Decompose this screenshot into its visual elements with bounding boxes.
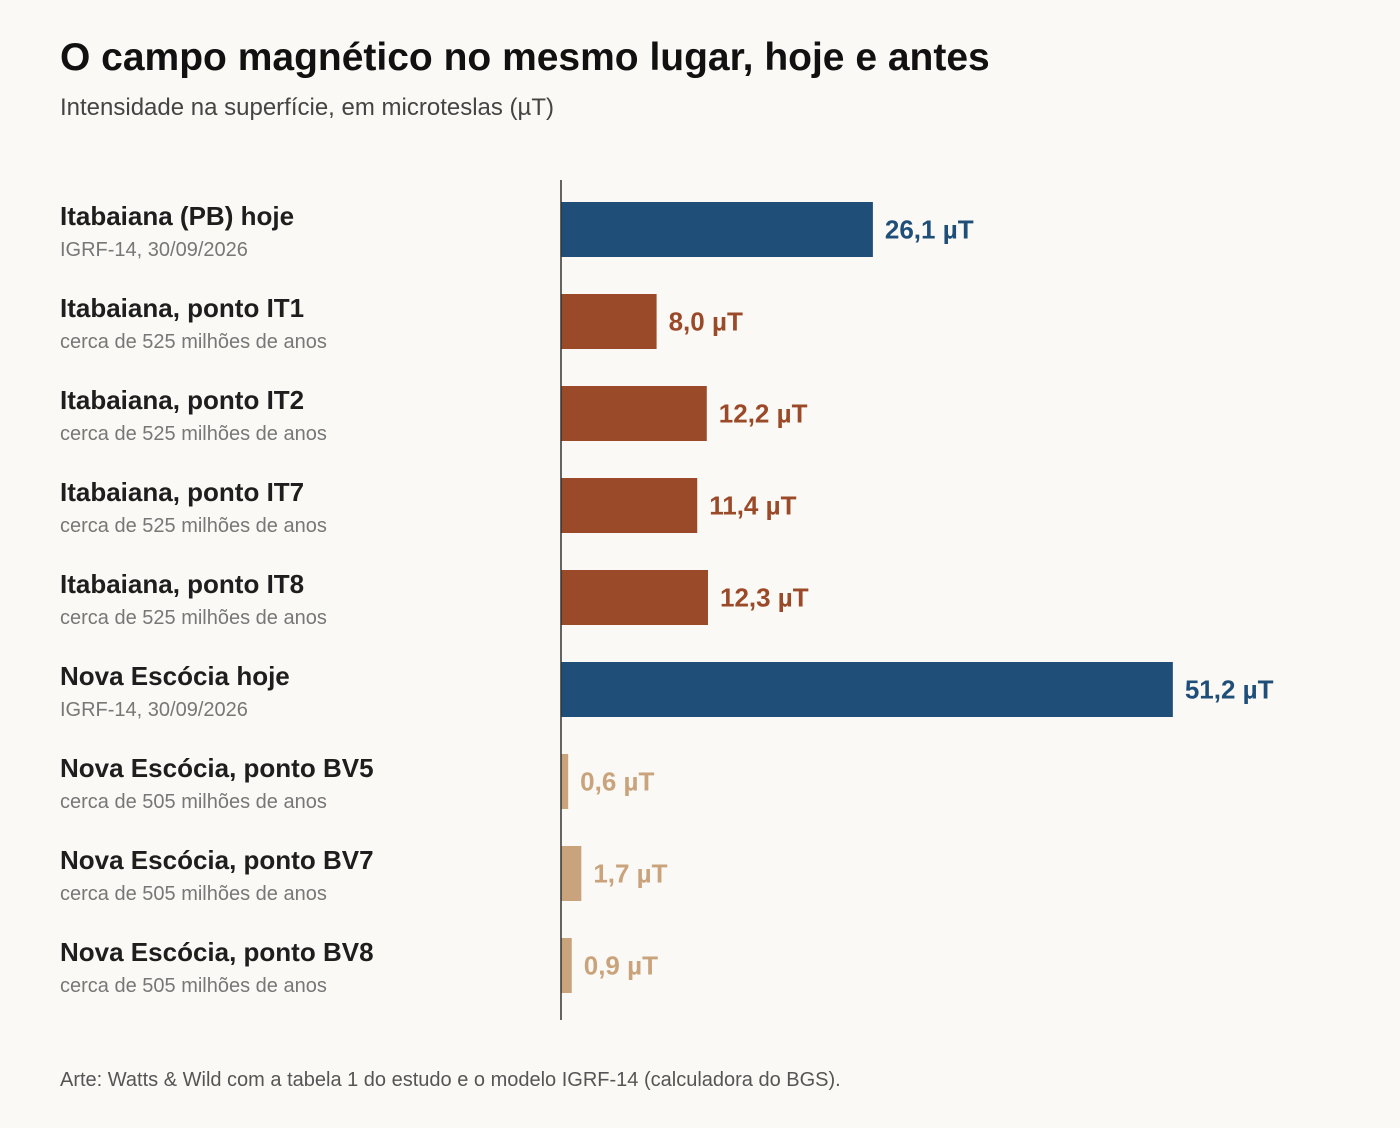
bar xyxy=(561,846,582,901)
bar-row: Nova Escócia, ponto BV8 cerca de 505 milh… xyxy=(60,937,658,997)
bar-row: Itabaiana, ponto IT1 cerca de 525 milhões… xyxy=(60,293,743,353)
bar-row: Nova Escócia hoje IGRF-14, 30/09/2026 51,2… xyxy=(60,661,1274,721)
category-sublabel: cerca de 525 milhões de anos xyxy=(60,331,327,353)
bar xyxy=(561,478,698,533)
bar-row: Itabaiana (PB) hoje IGRF-14, 30/09/2026 26… xyxy=(60,201,974,261)
category-label: Itabaiana, ponto IT8 xyxy=(60,569,304,599)
category-sublabel: cerca de 505 milhões de anos xyxy=(60,883,327,905)
category-sublabel: IGRF-14, 30/09/2026 xyxy=(60,239,248,261)
bar xyxy=(561,662,1173,717)
value-label: 0,6 µT xyxy=(580,767,654,797)
bar xyxy=(561,938,572,993)
bar xyxy=(561,570,708,625)
value-label: 51,2 µT xyxy=(1185,675,1274,705)
category-sublabel: cerca de 505 milhões de anos xyxy=(60,791,327,813)
bar-row: Nova Escócia, ponto BV7 cerca de 505 milh… xyxy=(60,845,668,905)
category-sublabel: IGRF-14, 30/09/2026 xyxy=(60,699,248,721)
value-label: 26,1 µT xyxy=(885,215,974,245)
source-note: Arte: Watts & Wild com a tabela 1 do est… xyxy=(60,1069,841,1091)
bar-row: Itabaiana, ponto IT7 cerca de 525 milhões… xyxy=(60,477,797,537)
bar-row: Itabaiana, ponto IT2 cerca de 525 milhões… xyxy=(60,385,808,445)
bar-row: Itabaiana, ponto IT8 cerca de 525 milhões… xyxy=(60,569,809,629)
value-label: 11,4 µT xyxy=(709,491,796,521)
value-label: 12,2 µT xyxy=(719,399,808,429)
category-sublabel: cerca de 505 milhões de anos xyxy=(60,975,327,997)
category-label: Itabaiana, ponto IT1 xyxy=(60,293,304,323)
category-label: Nova Escócia hoje xyxy=(60,661,290,691)
bar-row: Nova Escócia, ponto BV5 cerca de 505 milh… xyxy=(60,753,655,813)
bar xyxy=(561,294,657,349)
value-label: 8,0 µT xyxy=(669,307,743,337)
value-label: 1,7 µT xyxy=(593,859,667,889)
category-label: Itabaiana, ponto IT7 xyxy=(60,477,304,507)
category-sublabel: cerca de 525 milhões de anos xyxy=(60,423,327,445)
category-sublabel: cerca de 525 milhões de anos xyxy=(60,515,327,537)
category-sublabel: cerca de 525 milhões de anos xyxy=(60,607,327,629)
value-label: 12,3 µT xyxy=(720,583,809,613)
chart-subtitle: Intensidade na superfície, em microtesla… xyxy=(60,94,555,121)
value-label: 0,9 µT xyxy=(584,951,658,981)
category-label: Nova Escócia, ponto BV8 xyxy=(60,937,374,967)
category-label: Nova Escócia, ponto BV7 xyxy=(60,845,374,875)
bar xyxy=(561,386,707,441)
bar xyxy=(561,202,873,257)
category-label: Itabaiana (PB) hoje xyxy=(60,201,294,231)
category-label: Itabaiana, ponto IT2 xyxy=(60,385,304,415)
chart-title: O campo magnético no mesmo lugar, hoje e… xyxy=(60,36,990,79)
category-label: Nova Escócia, ponto BV5 xyxy=(60,753,374,783)
bar xyxy=(561,754,569,809)
